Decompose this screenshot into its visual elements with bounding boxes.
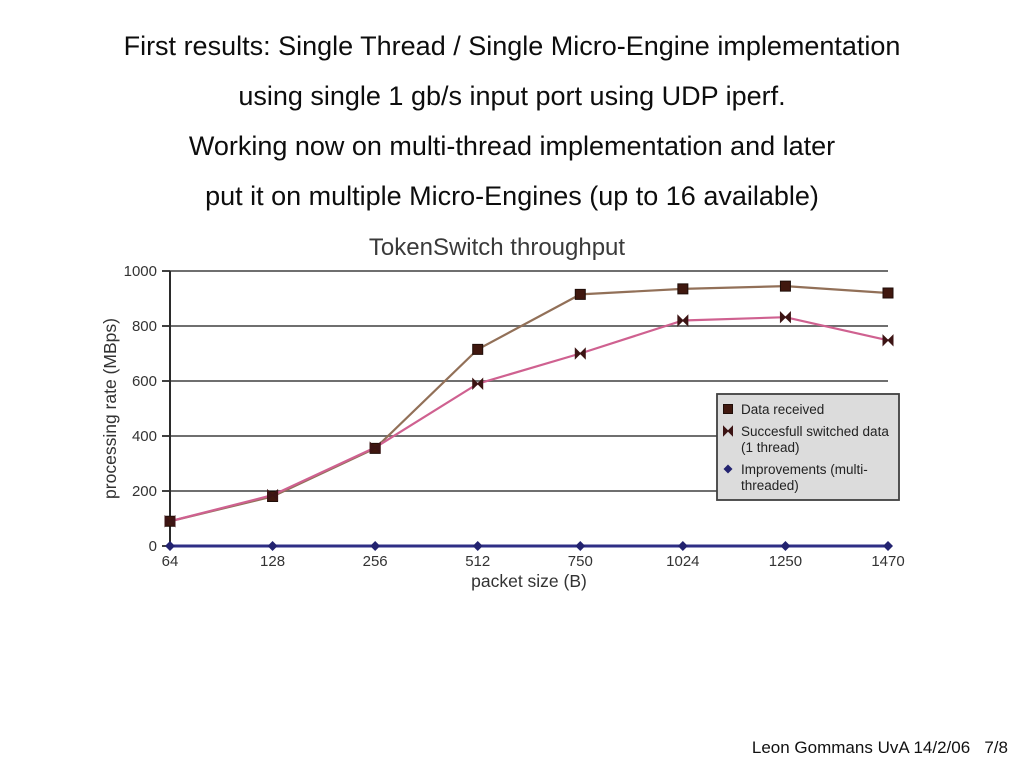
- slide-title-line-3: Working now on multi-thread implementati…: [188, 131, 836, 161]
- legend-label: threaded): [741, 478, 799, 493]
- marker-square: [882, 287, 894, 299]
- legend-label: Improvements (multi-: [741, 462, 868, 477]
- legend-marker-diamond: [723, 464, 733, 474]
- marker-bowtie: [677, 314, 689, 327]
- x-tick-label: 1470: [871, 553, 904, 570]
- marker-bowtie: [164, 515, 176, 528]
- y-tick-label: 1000: [124, 263, 157, 280]
- y-tick-label: 0: [149, 538, 157, 555]
- legend-label: Succesfull switched data: [741, 424, 889, 439]
- legend-marker-square: [723, 404, 733, 414]
- marker-square: [472, 343, 484, 355]
- slide-title-line-2: using single 1 gb/s input port using UDP…: [238, 81, 786, 111]
- marker-diamond: [883, 541, 893, 551]
- marker-diamond: [267, 541, 278, 551]
- marker-bowtie: [369, 441, 381, 454]
- x-tick-label: 256: [363, 553, 388, 570]
- x-tick-label: 750: [568, 553, 593, 570]
- chart-title: TokenSwitch throughput: [369, 234, 625, 261]
- marker-bowtie: [267, 488, 279, 502]
- marker-diamond: [575, 541, 586, 551]
- marker-diamond: [780, 541, 791, 551]
- legend-label: Data received: [741, 402, 824, 417]
- marker-square: [574, 288, 586, 300]
- y-tick-label: 200: [132, 483, 157, 500]
- slide-title-line-4: put it on multiple Micro-Engines (up to …: [205, 181, 819, 211]
- marker-bowtie: [472, 377, 484, 390]
- marker-bowtie: [882, 334, 894, 347]
- marker-bowtie: [779, 310, 791, 324]
- marker-bowtie: [574, 347, 586, 360]
- y-tick-label: 400: [132, 428, 157, 445]
- slide-title-line-1: First results: Single Thread / Single Mi…: [123, 31, 901, 61]
- x-tick-label: 128: [260, 553, 285, 570]
- x-tick-label: 1024: [666, 553, 699, 570]
- x-tick-label: 512: [465, 553, 490, 570]
- y-axis-label: processing rate (MBps): [100, 318, 120, 499]
- x-tick-label: 1250: [769, 553, 802, 570]
- legend-box: [716, 393, 900, 501]
- slide-title: First results: Single Thread / Single Mi…: [0, 21, 1024, 221]
- marker-diamond: [370, 541, 381, 551]
- chart-container: 0 200 400 600 800 1000 64 128 256 512 750 1024 1250 1…: [100, 228, 960, 600]
- tokenswitch-throughput-chart: 0 200 400 600 800 1000 64 128 256 512 750 1024 1250 1…: [100, 234, 905, 591]
- x-axis-label: packet size (B): [471, 571, 587, 591]
- marker-square: [677, 283, 689, 295]
- x-tick-label: 64: [162, 553, 179, 570]
- series-line-2: [169, 316, 889, 523]
- legend-marker-bowtie: [723, 425, 733, 437]
- footer-credit: Leon Gommans UvA 14/2/06 7/8: [751, 738, 1008, 757]
- marker-diamond: [472, 541, 483, 551]
- marker-square: [779, 280, 791, 292]
- marker-diamond: [677, 541, 688, 551]
- series-line-1: [169, 285, 889, 523]
- y-tick-label: 800: [132, 318, 157, 335]
- legend-label: (1 thread): [741, 440, 800, 455]
- y-tick-label: 600: [132, 373, 157, 390]
- marker-diamond: [165, 541, 175, 551]
